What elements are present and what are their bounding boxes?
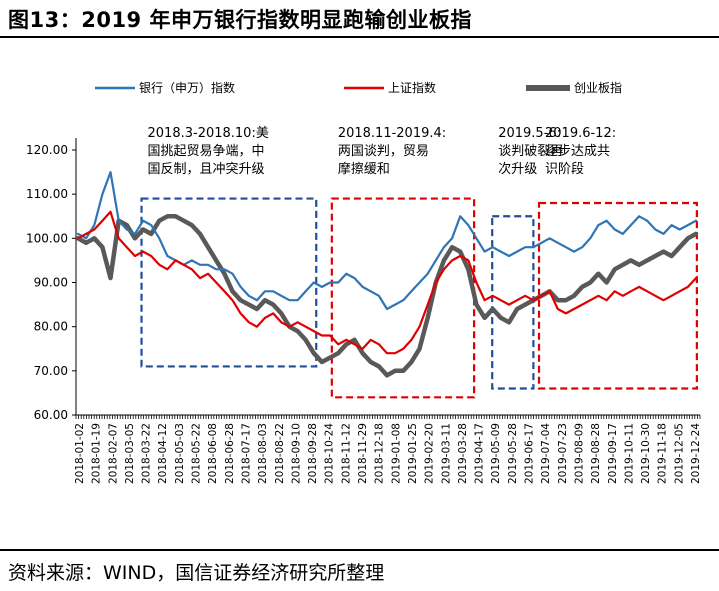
x-tick-label: 2019-07-23	[557, 423, 569, 484]
x-tick-label: 2019-12-24	[690, 423, 702, 484]
x-tick-label: 2018-01-02	[74, 423, 86, 484]
y-tick-label: 60.00	[34, 408, 68, 422]
legend-label-2: 上证指数	[388, 80, 436, 95]
y-tick-label: 110.00	[26, 187, 68, 201]
x-tick-label: 2018-02-07	[107, 423, 119, 484]
x-tick-label: 2018-03-05	[124, 423, 136, 484]
annotation-1-line-1: 2018.3-2018.10:美	[148, 126, 269, 141]
x-tick-label: 2018-08-03	[257, 423, 269, 484]
line-chart: 银行（申万）指数 上证指数 创业板指 2018.3-2018.10:美国挑起贸易争端…	[26, 80, 702, 484]
x-tick-label: 2018-12-18	[374, 423, 386, 484]
x-tick-label: 2019-03-28	[457, 423, 469, 484]
x-tick-label: 2018-07-17	[240, 423, 252, 484]
x-tick-label: 2019-03-11	[440, 423, 452, 484]
annotation-4-line-1: 2019.6-12:	[545, 126, 616, 141]
x-tick-label: 2018-09-10	[290, 423, 302, 484]
series-line-3	[75, 214, 699, 378]
x-tick-label: 2019-05-09	[490, 423, 502, 484]
annotation-1-line-3: 国反制，且冲突升级	[148, 161, 265, 177]
annotation-3-line-1: 2019.5-6:	[498, 126, 561, 141]
x-tick-label: 2019-08-28	[590, 423, 602, 484]
figure-title: 图13：2019 年申万银行指数明显跑输创业板指	[8, 8, 472, 32]
annotation-4-line-2: 逐步达成共	[545, 144, 610, 159]
source-note: 资料来源：WIND，国信证券经济研究所整理	[8, 562, 385, 584]
x-tick-label: 2018-09-28	[307, 423, 319, 484]
legend-label-1: 银行（申万）指数	[139, 80, 235, 95]
annotation-3-line-3: 次升级	[498, 161, 537, 177]
annotation-3-line-2: 谈判破裂再	[498, 144, 563, 159]
x-tick-label: 2018-08-22	[274, 423, 286, 484]
series-line-1	[76, 171, 698, 311]
x-tick-label: 2019-06-17	[524, 423, 536, 484]
legend-label-3: 创业板指	[574, 80, 622, 95]
x-tick-label: 2019-12-05	[673, 423, 685, 484]
annotation-1-line-2: 国挑起贸易争端，中	[148, 144, 265, 159]
annotation-2-line-3: 摩擦缓和	[338, 161, 390, 177]
annotation-4-line-3: 识阶段	[545, 162, 584, 177]
x-tick-label: 2018-04-12	[157, 423, 169, 484]
y-tick-label: 120.00	[26, 143, 68, 157]
annotation-box-1	[140, 197, 318, 368]
x-tick-label: 2018-05-03	[174, 423, 186, 484]
x-tick-label: 2018-06-28	[224, 423, 236, 484]
y-tick-label: 70.00	[34, 364, 68, 378]
x-axis: 2018-01-02 2018-01-19 2018-02-07 2018-03-05…	[74, 414, 702, 484]
x-tick-label: 2019-04-17	[474, 423, 486, 484]
x-tick-label: 2019-10-30	[640, 423, 652, 484]
x-tick-label: 2019-08-09	[573, 423, 585, 484]
x-tick-label: 2018-05-22	[191, 423, 203, 484]
bottom-rule	[0, 549, 719, 551]
x-tick-label: 2019-10-11	[623, 423, 635, 484]
annotation-box-2	[330, 197, 476, 399]
x-tick-label: 2018-11-12	[340, 423, 352, 484]
x-tick-label: 2019-02-20	[424, 423, 436, 484]
y-tick-label: 90.00	[34, 276, 68, 290]
x-tick-label: 2018-06-08	[207, 423, 219, 484]
annotation-box-4	[537, 201, 698, 390]
x-tick-label: 2019-11-18	[657, 423, 669, 484]
x-tick-label: 2019-07-04	[540, 423, 552, 484]
x-tick-label: 2019-09-17	[607, 423, 619, 484]
x-tick-label: 2019-01-25	[407, 423, 419, 484]
x-tick-label: 2018-01-19	[91, 423, 103, 484]
x-tick-label: 2019-01-08	[390, 423, 402, 484]
y-axis: 60.00 70.00 80.00 90.00 100.00 110.00 120.00	[26, 138, 77, 422]
annotation-2-line-1: 2018.11-2019.4:	[338, 126, 446, 141]
y-tick-label: 100.00	[26, 231, 68, 245]
series-line-2	[76, 210, 698, 355]
y-tick-label: 80.00	[34, 320, 68, 334]
annotation-2-line-2: 两国谈判，贸易	[338, 144, 429, 159]
chart-legend: 银行（申万）指数 上证指数 创业板指	[95, 80, 622, 95]
x-tick-label: 2018-10-24	[324, 423, 336, 484]
series-lines	[75, 171, 699, 378]
top-rule	[0, 36, 719, 38]
x-tick-label: 2018-11-29	[357, 423, 369, 484]
x-tick-label: 2018-03-22	[141, 423, 153, 484]
x-tick-label: 2019-05-28	[507, 423, 519, 484]
